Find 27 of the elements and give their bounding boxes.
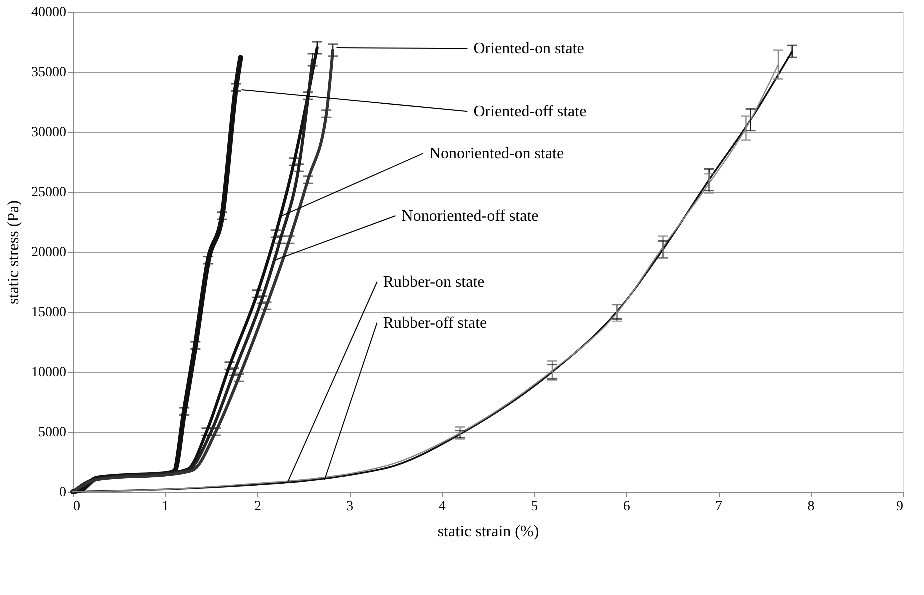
- x-tick-label: 8: [808, 500, 815, 514]
- x-tick-label: 4: [438, 500, 446, 514]
- x-tick-label: 6: [623, 500, 630, 514]
- y-tick-label: 10000: [32, 366, 66, 380]
- x-axis-title: static strain (%): [438, 524, 540, 540]
- x-tick-label: 2: [254, 500, 262, 514]
- annotation: Oriented-on state: [474, 40, 584, 58]
- annotation: Rubber-on state: [383, 274, 485, 291]
- annotation: Rubber-off state: [383, 314, 488, 332]
- annotation: Oriented-off state: [474, 104, 587, 121]
- x-tick-label: 9: [896, 500, 904, 514]
- annotation: Nonoriented-off state: [402, 208, 539, 225]
- y-tick-label: 30000: [32, 126, 66, 140]
- y-tick-label: 20000: [32, 246, 66, 260]
- x-tick-label: 7: [716, 500, 723, 514]
- y-tick-label: 40000: [32, 6, 66, 20]
- x-tick-label: 5: [531, 500, 538, 514]
- y-axis-title: static stress (Pa): [6, 200, 22, 304]
- y-tick-label: 0: [60, 486, 66, 500]
- y-tick-label: 35000: [32, 66, 66, 80]
- x-tick-label: 3: [346, 500, 354, 514]
- x-tick-label: 0: [74, 500, 80, 514]
- y-tick-label: 25000: [32, 186, 66, 200]
- annotation: Nonoriented-on state: [429, 146, 564, 163]
- y-tick-label: 15000: [32, 306, 66, 320]
- x-tick-label: 1: [162, 500, 170, 514]
- y-tick-label: 5000: [38, 426, 66, 440]
